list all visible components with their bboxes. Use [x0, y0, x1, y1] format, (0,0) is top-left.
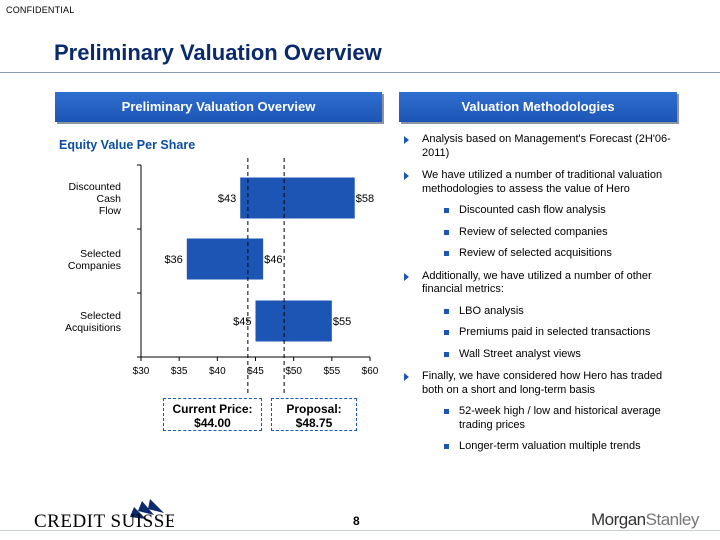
x-tick-label: $45 — [247, 366, 264, 377]
range-bar — [240, 177, 355, 219]
methodology-subitem: LBO analysis — [422, 305, 684, 319]
methodology-subitem: Wall Street analyst views — [422, 348, 684, 362]
methodology-subitem: Review of selected companies — [422, 226, 684, 240]
valuation-methodologies-header: Valuation Methodologies — [399, 92, 677, 122]
title-divider — [0, 72, 720, 73]
page-number: 8 — [353, 514, 360, 528]
square-bullet-icon — [444, 229, 449, 235]
arrow-bullet-icon — [404, 136, 409, 144]
category-label: Discounted — [68, 181, 121, 193]
methodology-text: Finally, we have considered how Hero has… — [422, 370, 663, 396]
page-title: Preliminary Valuation Overview — [54, 40, 382, 65]
arrow-bullet-icon — [404, 373, 409, 381]
confidential-label: CONFIDENTIAL — [6, 5, 75, 15]
low-value-label: $43 — [218, 193, 236, 205]
x-tick-label: $55 — [323, 366, 340, 377]
square-bullet-icon — [444, 251, 449, 256]
square-bullet-icon — [444, 351, 449, 357]
category-label: Flow — [99, 205, 122, 217]
category-label: Selected — [80, 310, 121, 322]
proposal-box: Proposal: $48.75 — [271, 398, 357, 431]
morgan-stanley-logo: MorganStanley — [591, 510, 699, 530]
current-price-label: Current Price: — [172, 402, 253, 416]
square-bullet-icon — [444, 444, 449, 449]
x-tick-label: $40 — [209, 366, 226, 377]
range-bar — [186, 238, 264, 280]
methodology-item: Finally, we have considered how Hero has… — [402, 370, 684, 454]
x-tick-label: $30 — [133, 366, 150, 377]
methodology-subitem: Longer-term valuation multiple trends — [422, 440, 684, 454]
sails-icon: CREDIT SUISSE — [34, 499, 176, 532]
methodology-item: We have utilized a number of traditional… — [402, 169, 684, 261]
credit-suisse-wordmark: CREDIT SUISSE — [34, 511, 174, 529]
valuation-overview-header: Preliminary Valuation Overview — [55, 92, 382, 122]
square-bullet-icon — [444, 409, 449, 414]
high-value-label: $58 — [356, 193, 374, 205]
square-bullet-icon — [444, 330, 449, 335]
methodology-item: Analysis based on Management's Forecast … — [402, 133, 684, 160]
methodology-subitem: Discounted cash flow analysis — [422, 204, 684, 218]
methodology-item: Additionally, we have utilized a number … — [402, 270, 684, 362]
valuation-range-chart: $30 $35 $40 $45 $50 $55 $60 $43 $58 DiscountedCas… — [65, 158, 379, 396]
low-value-label: $36 — [164, 254, 182, 266]
square-bullet-icon — [444, 308, 449, 314]
category-label: Selected — [80, 248, 121, 260]
methodology-text: Analysis based on Management's Forecast … — [422, 133, 671, 159]
stanley-wordmark: Stanley — [645, 510, 700, 529]
morgan-wordmark: Morgan — [591, 510, 646, 529]
arrow-bullet-icon — [404, 172, 409, 180]
category-label: Acquisitions — [65, 322, 121, 334]
current-price-box: Current Price: $44.00 — [163, 398, 262, 431]
methodology-subitem: 52-week high / low and historical averag… — [422, 405, 684, 432]
category-label: Companies — [68, 260, 121, 272]
low-value-label: $45 — [233, 316, 251, 328]
methodology-text: We have utilized a number of traditional… — [422, 169, 663, 195]
current-price-value: $44.00 — [194, 416, 231, 430]
high-value-label: $55 — [333, 316, 351, 328]
methodology-text: Additionally, we have utilized a number … — [422, 269, 652, 296]
chart-subtitle: Equity Value Per Share — [59, 138, 196, 152]
square-bullet-icon — [444, 208, 449, 213]
x-tick-label: $50 — [285, 366, 302, 377]
credit-suisse-logo: CREDIT SUISSE — [34, 497, 176, 534]
arrow-bullet-icon — [404, 272, 409, 281]
methodologies-list: Analysis based on Management's Forecast … — [402, 133, 684, 463]
high-value-label: $46 — [264, 254, 282, 266]
methodology-subitem: Review of selected acquisitions — [422, 247, 684, 261]
proposal-value: $48.75 — [295, 416, 333, 430]
x-tick-label: $35 — [171, 366, 188, 377]
category-label: Cash — [96, 193, 121, 205]
footer-divider — [0, 530, 720, 531]
range-bar — [255, 300, 332, 342]
methodology-subitem: Premiums paid in selected transactions — [422, 326, 684, 340]
proposal-label: Proposal: — [286, 402, 342, 416]
x-tick-label: $60 — [362, 366, 379, 377]
